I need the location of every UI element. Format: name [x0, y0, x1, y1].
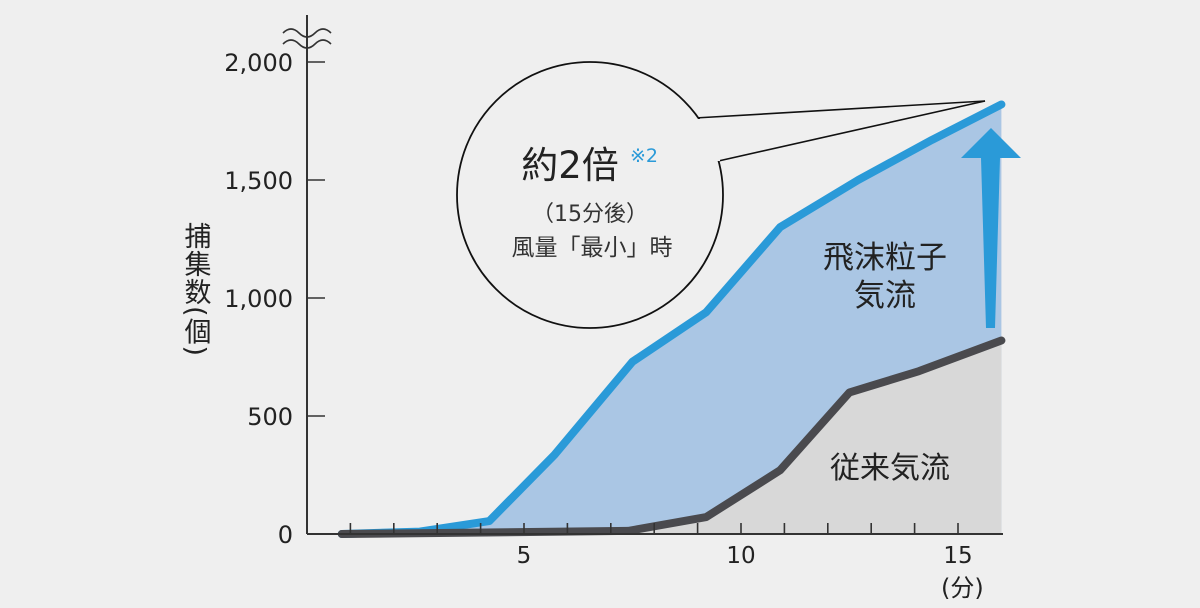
area-series-2	[341, 340, 1002, 534]
callout-note: ※2	[630, 145, 658, 167]
y-tick-label: 2,000	[224, 49, 293, 77]
increase-arrow	[961, 128, 1021, 328]
line-series-1	[337, 100, 1006, 538]
axes: 5 10 15 0 500 1,000 1,500 2,000 (分) 捕集数(個)	[180, 15, 1003, 602]
callout-line3: 風量「最小」時	[512, 235, 673, 261]
y-tick-label: 0	[278, 521, 293, 549]
y-axis-label: 捕集数(個)	[180, 222, 212, 357]
x-tick-label: 10	[726, 543, 755, 569]
y-tick-label: 500	[247, 403, 293, 431]
up-arrow-icon	[961, 128, 1021, 328]
y-tick-label: 1,500	[224, 167, 293, 195]
callout-circle	[456, 61, 724, 329]
callout-pointer-lower	[713, 100, 986, 163]
series-label-1: 飛沫粒子	[823, 240, 947, 276]
x-tick-label: 5	[517, 543, 532, 569]
axis-break-icon	[282, 28, 332, 49]
x-axis-label: (分)	[941, 574, 984, 602]
line-layer	[337, 100, 1006, 538]
x-tick-label: 15	[943, 543, 972, 569]
series-label-1: 気流	[854, 278, 916, 314]
callout-pointer-upper	[694, 100, 986, 119]
callout-line2: （15分後）	[532, 202, 648, 227]
callout: 約2倍 ※2 （15分後） 風量「最小」時	[456, 61, 986, 329]
y-tick-label: 1,000	[224, 285, 293, 313]
series-label-2: 従来気流	[830, 451, 950, 486]
callout-main: 約2倍	[521, 144, 619, 187]
area-layer	[341, 104, 1002, 534]
